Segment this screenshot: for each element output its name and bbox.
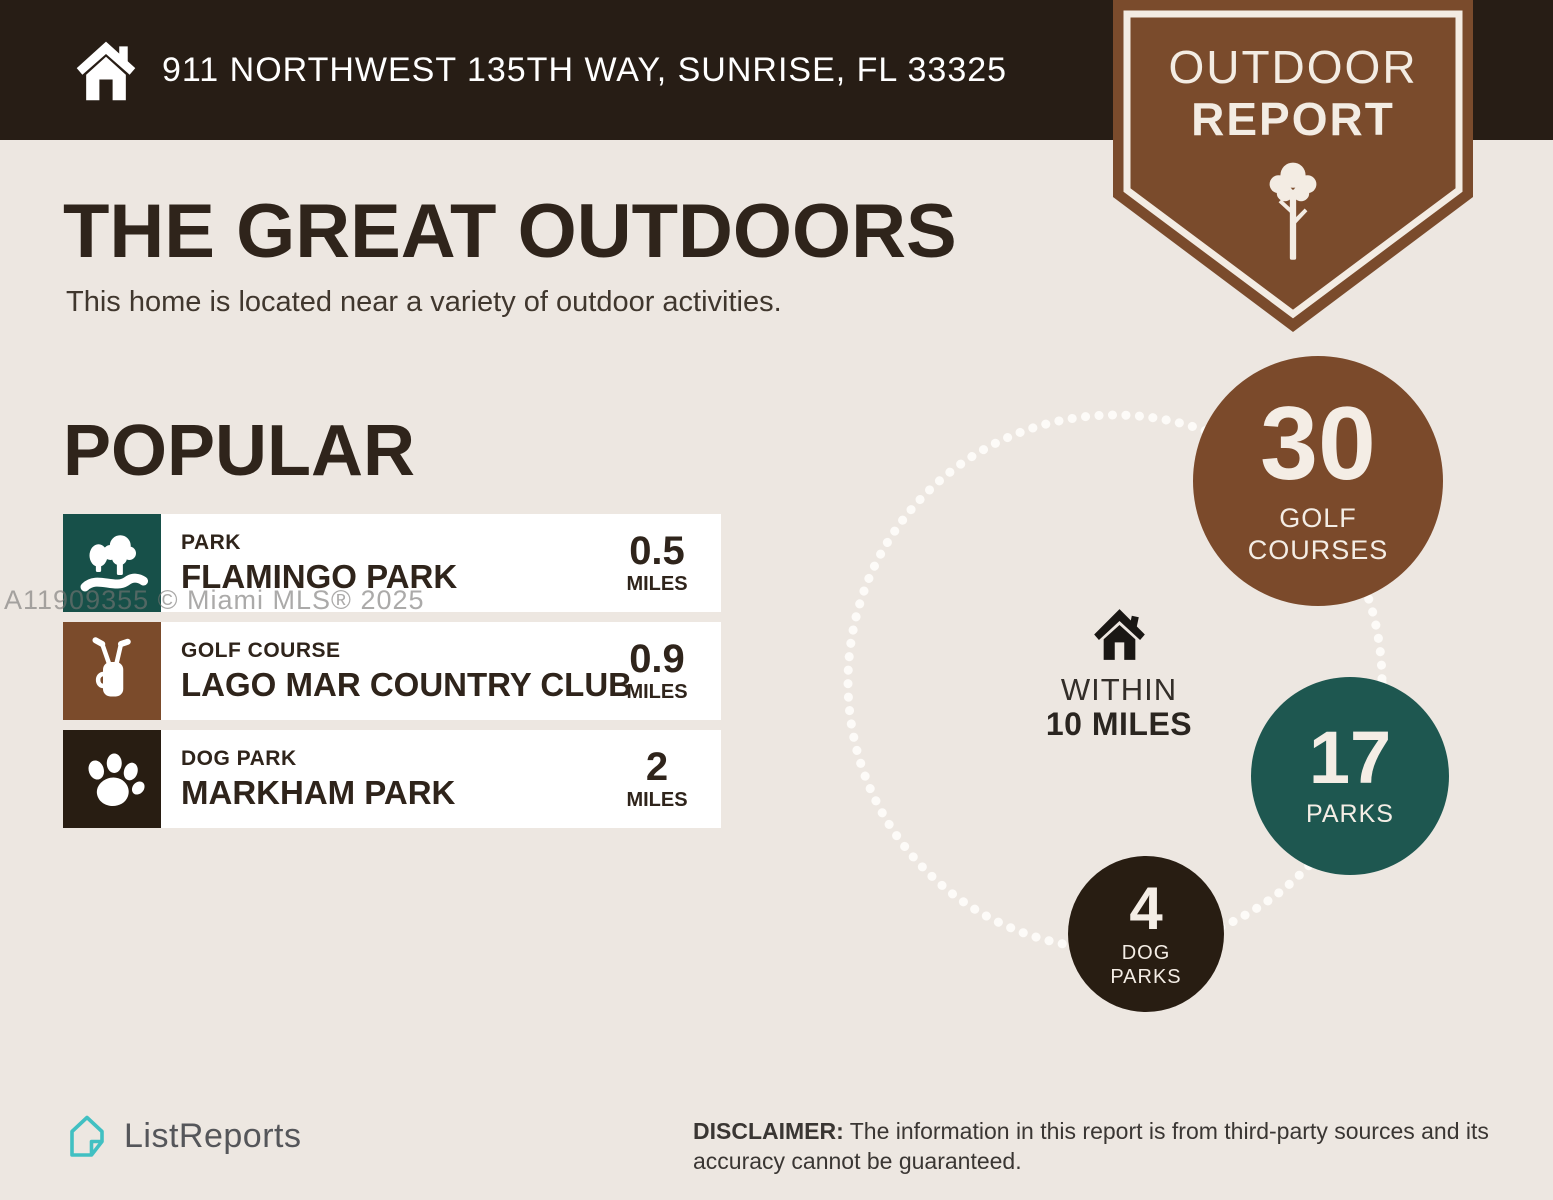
distance-value: 0.9 xyxy=(629,636,685,681)
page-subtitle: This home is located near a variety of o… xyxy=(66,286,782,318)
stat-label: PARKS xyxy=(1306,800,1394,829)
distance-unit: MILES xyxy=(626,788,688,811)
badge-title-line2: REPORT xyxy=(1191,93,1395,145)
golf-icon-tile xyxy=(63,622,161,720)
distance-value: 2 xyxy=(645,744,669,789)
mls-watermark: A11909355 © Miami MLS® 2025 xyxy=(4,585,425,615)
item-name: MARKHAM PARK xyxy=(181,773,456,811)
list-item-dog-park: DOG PARK MARKHAM PARK 2 MILES xyxy=(63,730,721,828)
disclaimer: DISCLAIMER: The information in this repo… xyxy=(693,1116,1513,1177)
page-title: THE GREAT OUTDOORS xyxy=(63,189,957,274)
dog-parks-stat-bubble: 4 DOG PARKS xyxy=(1068,856,1224,1012)
park-icon-tile xyxy=(63,514,161,612)
disclaimer-text: The information in this report is from t… xyxy=(693,1118,1489,1175)
within-label: WITHIN xyxy=(1060,672,1178,707)
item-category: PARK xyxy=(181,530,241,554)
tree-icon xyxy=(1269,162,1317,260)
dog-icon-tile xyxy=(63,730,161,828)
list-item-body: PARK FLAMINGO PARK 0.5 MILES xyxy=(161,514,721,612)
list-item-body: GOLF COURSE LAGO MAR COUNTRY CLUB 0.9 MI… xyxy=(161,622,721,720)
stat-value: 17 xyxy=(1308,715,1392,799)
item-distance: 0.5 MILES xyxy=(605,531,721,596)
listreports-logo-icon xyxy=(70,1115,104,1157)
list-item-golf-course: GOLF COURSE LAGO MAR COUNTRY CLUB 0.9 MI… xyxy=(63,622,721,720)
popular-heading: POPULAR xyxy=(63,411,416,491)
popular-list: PARK FLAMINGO PARK 0.5 MILES xyxy=(63,514,721,838)
paw-icon xyxy=(88,753,145,806)
badge-title-line1: OUTDOOR xyxy=(1168,41,1418,93)
park-icon xyxy=(80,535,148,592)
parks-stat-bubble: 17 PARKS xyxy=(1251,677,1449,875)
item-category: GOLF COURSE xyxy=(181,638,341,662)
item-distance: 2 MILES xyxy=(605,747,721,812)
golf-bag-icon xyxy=(92,637,131,697)
disclaimer-label: DISCLAIMER: xyxy=(693,1118,844,1144)
outdoor-report-badge: OUTDOOR REPORT xyxy=(1113,0,1473,332)
listreports-logo: ListReports xyxy=(63,1112,301,1160)
distance-unit: MILES xyxy=(626,680,688,703)
radius-label: 10 MILES xyxy=(1045,706,1193,742)
stat-value: 30 xyxy=(1260,386,1376,503)
item-name: LAGO MAR COUNTRY CLUB xyxy=(181,665,632,703)
stat-label: GOLF COURSES xyxy=(1247,503,1389,566)
distance-value: 0.5 xyxy=(629,528,685,573)
stat-label: DOG PARKS xyxy=(1110,941,1182,988)
listreports-logo-text: ListReports xyxy=(124,1116,302,1155)
house-icon xyxy=(1094,609,1145,660)
list-item-body: DOG PARK MARKHAM PARK 2 MILES xyxy=(161,730,721,828)
distance-unit: MILES xyxy=(626,572,688,595)
property-address: 911 NORTHWEST 135TH WAY, SUNRISE, FL 333… xyxy=(162,50,1008,89)
item-name: FLAMINGO PARK xyxy=(181,557,458,595)
golf-courses-stat-bubble: 30 GOLF COURSES xyxy=(1193,356,1443,606)
list-item-park: PARK FLAMINGO PARK 0.5 MILES xyxy=(63,514,721,612)
item-category: DOG PARK xyxy=(181,746,297,770)
home-icon xyxy=(76,41,136,101)
item-distance: 0.9 MILES xyxy=(605,639,721,704)
stat-value: 4 xyxy=(1129,874,1163,942)
